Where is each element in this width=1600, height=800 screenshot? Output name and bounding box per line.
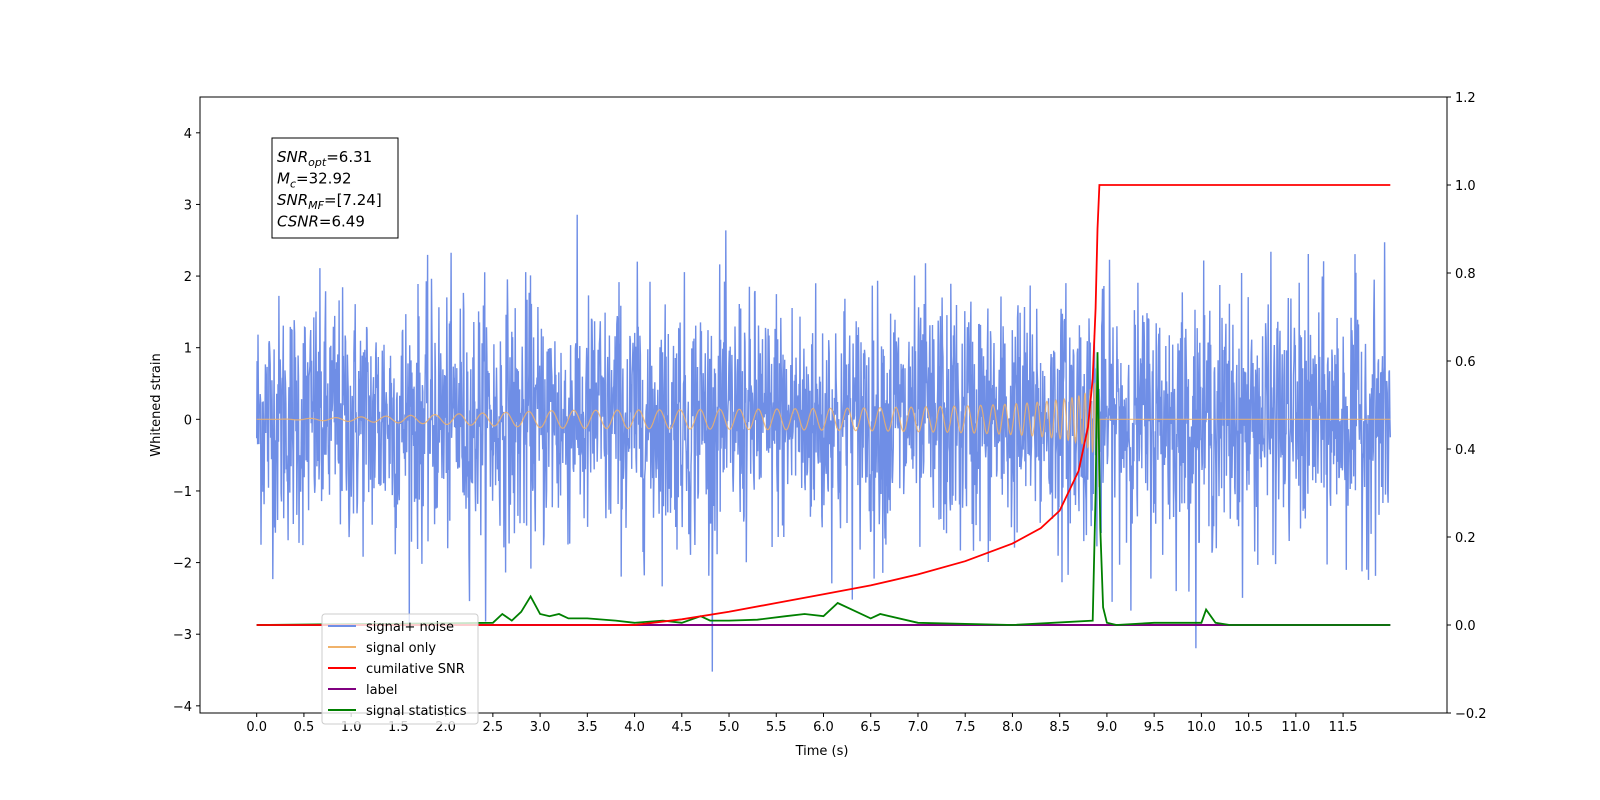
y2-tick-label: 1.2 (1455, 91, 1476, 106)
x-tick-label: 5.0 (719, 720, 740, 735)
legend-entry: cumilative SNR (366, 662, 465, 677)
series-signal-only (256, 367, 1391, 488)
x-tick-label: 11.0 (1281, 720, 1310, 735)
x-tick-label: 11.5 (1329, 720, 1358, 735)
x-tick-label: 5.5 (766, 720, 787, 735)
y2-tick-label: 1.0 (1455, 179, 1476, 194)
x-tick-label: 9.0 (1097, 720, 1118, 735)
series-signal-statistics (256, 352, 1391, 626)
legend-entry: label (366, 683, 397, 698)
x-tick-label: 7.5 (955, 720, 976, 735)
x-tick-label: 6.5 (860, 720, 881, 735)
y2-tick-label: 0.6 (1455, 355, 1476, 370)
y2-tick-label: 0.4 (1455, 443, 1476, 458)
y-axis-left: 4 3 2 1 0 −1 −2 −3 −4 (173, 127, 200, 715)
legend-entry: signal statistics (366, 704, 467, 719)
x-tick-label: 0.0 (246, 720, 267, 735)
x-tick-label: 9.5 (1144, 720, 1165, 735)
y-tick-label: −3 (173, 628, 192, 643)
x-tick-label: 2.5 (483, 720, 504, 735)
x-tick-label: 0.5 (294, 720, 315, 735)
x-tick-label: 7.0 (908, 720, 929, 735)
annotation-frame (271, 137, 399, 239)
legend-frame (321, 613, 479, 725)
x-tick-label: 10.0 (1187, 720, 1216, 735)
y-axis-title: Whitened strain (149, 353, 164, 456)
y-tick-label: 2 (184, 270, 192, 285)
x-tick-label: 4.5 (671, 720, 692, 735)
y-tick-label: −2 (173, 557, 192, 572)
series-signal-noise (256, 214, 1391, 672)
x-tick-label: 3.0 (530, 720, 551, 735)
y-tick-label: 3 (184, 198, 192, 213)
x-axis-title: Time (s) (795, 744, 849, 759)
x-tick-label: 8.5 (1049, 720, 1070, 735)
x-tick-label: 4.0 (624, 720, 645, 735)
x-tick-label: 8.0 (1002, 720, 1023, 735)
annotation-line: SNRopt=6.31 (277, 148, 372, 169)
annotation-line: SNRMF=[7.24] (277, 191, 382, 212)
y2-tick-label: 0.8 (1455, 267, 1476, 282)
x-tick-label: 6.0 (813, 720, 834, 735)
y2-tick-label: 0.0 (1455, 619, 1476, 634)
series-cumulative-snr (256, 184, 1391, 626)
annotation-line: CSNR=6.49 (277, 213, 365, 231)
legend-entry: signal+ noise (366, 620, 454, 635)
y-tick-label: −1 (173, 485, 192, 500)
y-axis-right: 1.2 1.0 0.8 0.6 0.4 0.2 0.0 −0.2 (1447, 91, 1487, 722)
x-axis: 0.0 0.5 1.0 1.5 2.0 2.5 3.0 3.5 4.0 4.5 5.0 5.5 6.0 6… (246, 713, 1358, 735)
legend: signal+ noise signal only cumilative SNR la… (321, 613, 479, 725)
y-tick-label: 4 (184, 127, 192, 142)
y-tick-label: 1 (184, 342, 192, 357)
x-tick-label: 3.5 (577, 720, 598, 735)
y-tick-label: −4 (173, 700, 192, 715)
x-tick-label: 10.5 (1234, 720, 1263, 735)
annotation-line: Mc=32.92 (277, 170, 352, 191)
y-tick-label: 0 (184, 413, 192, 428)
y2-tick-label: −0.2 (1455, 707, 1487, 722)
y2-tick-label: 0.2 (1455, 531, 1476, 546)
legend-entry: signal only (366, 641, 436, 656)
